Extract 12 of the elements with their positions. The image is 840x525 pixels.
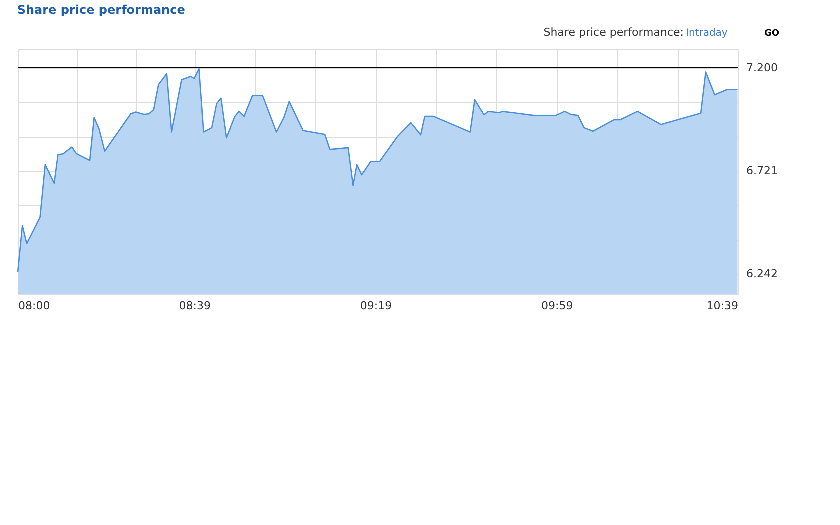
chart-title: Share price performance [17,3,186,17]
x-tick-label: 08:00 [18,300,50,312]
text: Intraday [686,28,728,39]
x-tick-label: 08:39 [179,300,211,312]
x-tick-label: 09:59 [542,300,574,312]
x-tick-label: 10:39 [706,300,738,312]
y-tick-label: 7.200 [746,61,778,74]
y-tick-label: 6.242 [746,267,778,280]
text: GO [764,29,780,39]
y-tick-label: 6.721 [746,164,778,178]
text: Share price performance: [544,26,684,39]
x-tick-label: 09:19 [360,300,392,312]
